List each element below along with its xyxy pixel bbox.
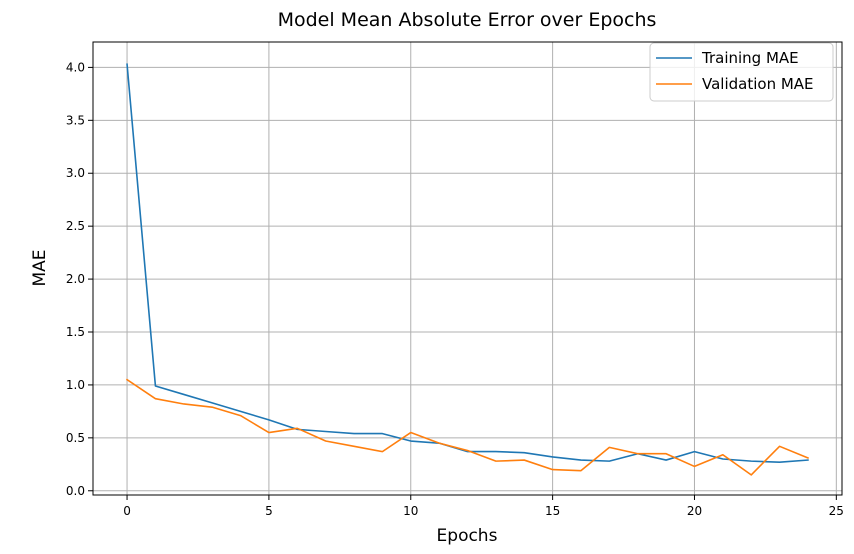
x-axis-label: Epochs [437, 526, 498, 546]
x-tick-label: 20 [687, 504, 702, 518]
y-tick-label: 0.0 [66, 484, 85, 498]
grid-lines [93, 42, 842, 495]
x-tick-label: 10 [403, 504, 418, 518]
series-lines [125, 63, 809, 476]
x-tick-label: 15 [545, 504, 560, 518]
y-tick-label: 1.5 [66, 325, 85, 339]
axis-ticks: 0 5 10 15 20 25 0.0 0.5 1.0 1.5 2.0 2.5 3.0 3.5 4.0 [66, 60, 844, 518]
y-tick-label: 3.5 [66, 113, 85, 127]
y-tick-label: 2.5 [66, 219, 85, 233]
legend-label: Validation MAE [702, 75, 814, 93]
y-tick-label: 0.5 [66, 431, 85, 445]
plot-frame [92, 41, 843, 496]
legend-box [649, 42, 834, 102]
legend-label: Training MAE [701, 49, 799, 67]
x-tick-label: 25 [829, 504, 844, 518]
x-tick-label: 5 [265, 504, 273, 518]
y-axis-label: MAE [30, 249, 50, 286]
chart-title: Model Mean Absolute Error over Epochs [278, 9, 657, 31]
y-tick-label: 1.0 [66, 378, 85, 392]
legend: Training MAE Validation MAE [649, 42, 834, 102]
y-tick-label: 2.0 [66, 272, 85, 286]
series-line-validation-mae [125, 378, 809, 476]
x-tick-label: 0 [123, 504, 131, 518]
series-line-training-mae [126, 63, 809, 463]
y-tick-label: 4.0 [66, 60, 85, 74]
y-tick-label: 3.0 [66, 166, 85, 180]
